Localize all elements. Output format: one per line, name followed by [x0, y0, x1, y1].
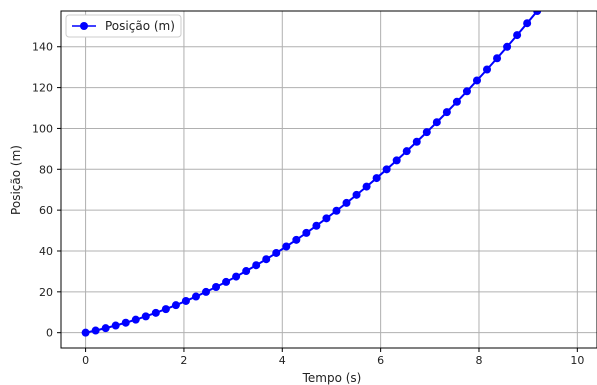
- data-point: [191, 292, 200, 301]
- data-point: [282, 242, 291, 251]
- data-point: [151, 308, 160, 317]
- data-point: [312, 221, 321, 230]
- data-point: [212, 283, 221, 292]
- y-tick-label: 40: [39, 245, 53, 258]
- data-point: [91, 326, 100, 335]
- y-tick-label: 120: [32, 82, 53, 95]
- data-point: [402, 147, 411, 156]
- data-point: [252, 261, 261, 270]
- series-layer: [81, 11, 542, 337]
- data-point: [503, 42, 512, 51]
- data-point: [392, 156, 401, 165]
- data-point: [342, 198, 351, 207]
- data-point: [161, 305, 170, 314]
- data-point: [322, 214, 331, 223]
- data-point: [412, 137, 421, 146]
- data-point: [81, 328, 90, 337]
- data-point: [483, 65, 492, 74]
- data-point: [533, 11, 542, 16]
- y-tick-label: 80: [39, 163, 53, 176]
- data-point: [202, 287, 211, 296]
- y-axis-title: Posição (m): [9, 145, 23, 215]
- data-point: [292, 235, 301, 244]
- data-point: [472, 76, 481, 85]
- x-axis-title: Tempo (s): [302, 371, 362, 385]
- y-tick-label: 140: [32, 41, 53, 54]
- data-point: [382, 165, 391, 174]
- data-point: [462, 87, 471, 96]
- legend-box: [65, 14, 182, 38]
- x-tick-label: 10: [570, 354, 584, 367]
- x-tick-label: 6: [377, 354, 384, 367]
- data-point: [101, 324, 110, 333]
- data-point: [262, 255, 271, 264]
- x-tick-label: 8: [475, 354, 482, 367]
- data-point: [272, 248, 281, 257]
- data-point: [422, 128, 431, 137]
- x-tick-label: 0: [82, 354, 89, 367]
- data-point: [242, 267, 251, 276]
- y-tick-label: 0: [46, 327, 53, 340]
- legend-marker-sample: [80, 22, 88, 30]
- x-tick-label: 4: [279, 354, 286, 367]
- data-point: [171, 301, 180, 310]
- legend: Posição (m): [65, 14, 182, 38]
- y-tick-label: 100: [32, 122, 53, 135]
- data-point: [302, 228, 311, 237]
- x-tick-label: 2: [180, 354, 187, 367]
- data-point: [232, 272, 241, 281]
- data-point: [362, 182, 371, 191]
- data-point: [131, 315, 140, 324]
- data-point: [452, 97, 461, 106]
- data-point: [432, 118, 441, 127]
- legend-label: Posição (m): [105, 19, 175, 33]
- data-point: [372, 174, 381, 183]
- y-tick-label: 60: [39, 204, 53, 217]
- y-tick-label: 20: [39, 286, 53, 299]
- data-point: [141, 312, 150, 321]
- data-point: [111, 321, 120, 330]
- data-point: [332, 206, 341, 215]
- data-point: [181, 296, 190, 305]
- data-point: [352, 190, 361, 199]
- data-point: [513, 31, 522, 40]
- plot-area-frame: [60, 10, 597, 349]
- data-point: [493, 54, 502, 63]
- data-point: [222, 277, 231, 286]
- data-point: [523, 19, 532, 28]
- data-point: [442, 108, 451, 117]
- data-point: [121, 318, 130, 327]
